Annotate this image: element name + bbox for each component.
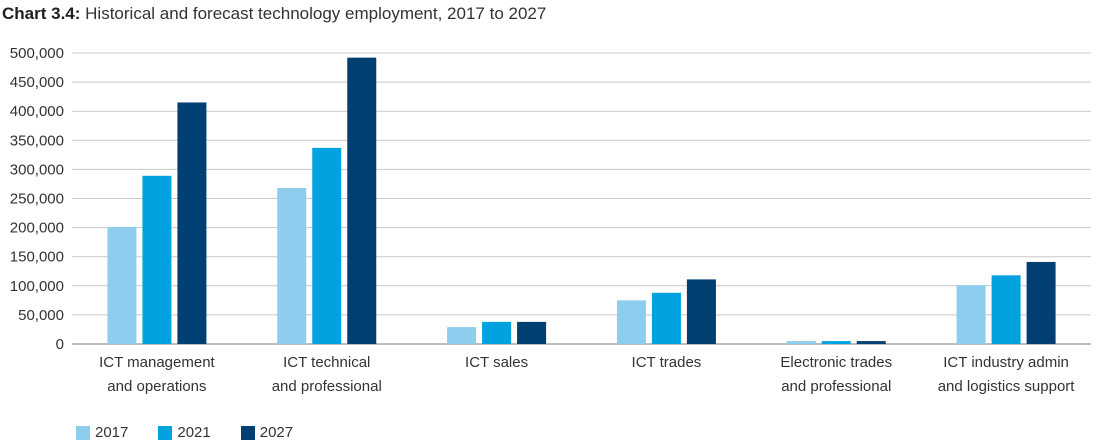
bar-2027 <box>517 321 547 344</box>
chart-title: Chart 3.4: Historical and forecast techn… <box>2 4 546 24</box>
bar-2027 <box>347 57 377 344</box>
y-tick-label: 0 <box>56 336 64 353</box>
y-tick-label: 500,000 <box>10 45 64 62</box>
legend-item: 2021 <box>158 424 211 441</box>
bar-2017 <box>107 227 137 344</box>
y-tick-label: 300,000 <box>10 161 64 178</box>
x-category-label: ICT trades <box>632 354 702 371</box>
bar-2021 <box>482 321 512 344</box>
bar-2027 <box>177 102 207 344</box>
y-axis-ticks: 0 50,000 100,000 150,000 200,000 250,000 300,0… <box>10 45 64 353</box>
legend-swatch <box>158 425 173 440</box>
x-category-label: ICT technical and professional <box>272 354 382 395</box>
y-tick-label: 100,000 <box>10 278 64 295</box>
legend-swatch <box>76 425 90 440</box>
bar-2017 <box>447 327 477 344</box>
bar-2017 <box>956 285 986 344</box>
chart-title-lead: Chart 3.4: <box>2 4 81 23</box>
legend-item: 2027 <box>240 424 294 441</box>
bar-2017 <box>616 300 646 344</box>
bar-2027 <box>1026 261 1056 344</box>
y-tick-label: 250,000 <box>10 191 64 208</box>
x-category-label: ICT industry admin and logistics support <box>938 354 1076 395</box>
chart-title-text: Historical and forecast technology emplo… <box>85 4 547 23</box>
legend-label: 2027 <box>259 424 294 441</box>
y-tick-label: 400,000 <box>10 103 64 120</box>
bar-2021 <box>991 275 1021 344</box>
bar-2017 <box>786 341 816 344</box>
legend: 2017 2021 2027 <box>76 424 293 441</box>
bar-2027 <box>686 279 716 344</box>
bar-2021 <box>651 292 681 344</box>
gridlines <box>72 52 1091 345</box>
bars <box>107 57 1056 344</box>
bar-2017 <box>277 188 307 344</box>
y-tick-label: 50,000 <box>18 307 64 324</box>
legend-label: 2017 <box>95 424 129 441</box>
bar-2021 <box>312 147 342 344</box>
y-tick-label: 450,000 <box>10 74 64 91</box>
y-tick-label: 200,000 <box>10 220 64 237</box>
legend-item: 2017 <box>76 424 128 441</box>
y-tick-label: 150,000 <box>10 249 64 266</box>
bar-2021 <box>821 341 851 344</box>
x-category-label: ICT sales <box>465 354 528 371</box>
y-tick-label: 350,000 <box>10 132 64 149</box>
x-category-label: ICT management and operations <box>99 354 215 395</box>
bar-2021 <box>142 175 172 344</box>
legend-swatch <box>240 425 255 440</box>
x-category-label: Electronic trades and professional <box>780 354 892 395</box>
x-axis-labels: ICT management and operations ICT technica… <box>99 354 1075 395</box>
bar-2027 <box>856 341 886 344</box>
legend-label: 2021 <box>177 424 211 441</box>
